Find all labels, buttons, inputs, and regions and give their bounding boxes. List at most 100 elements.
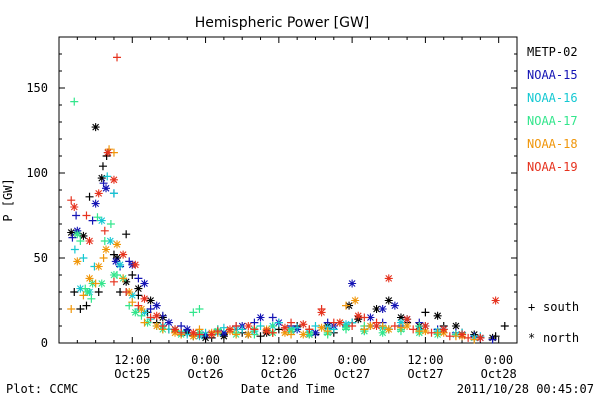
north-point [280,328,289,337]
north-point [91,123,100,132]
x-axis-label: Date and Time [241,382,335,396]
north-point [378,305,387,313]
x-tick-date-label: Oct27 [407,367,443,381]
north-point [164,318,173,327]
north-point [384,325,393,334]
x-tick-time-label: 0:00 [191,353,220,367]
south-point [232,322,241,330]
south-point [67,196,76,205]
north-point [137,305,146,313]
south-point [67,305,76,313]
south-point [82,211,91,220]
south-point [70,288,79,296]
south-point [256,332,265,341]
north-point [458,330,467,339]
south-point [103,172,112,181]
south-point [177,328,186,337]
plot-frame [58,36,518,344]
north-point [70,203,79,211]
north-point [366,313,375,322]
x-axis-ticks: 12:00Oct250:00Oct2612:00Oct260:00Oct2712… [76,37,517,381]
north-point [102,184,111,193]
north-point [451,322,460,330]
south-point [360,325,369,334]
south-point [93,213,102,222]
south-point [137,311,146,320]
south-point [109,277,118,286]
south-point [311,322,320,330]
south-point [146,305,155,313]
south-point [213,327,222,336]
north-point [140,279,149,288]
north-point [299,320,308,329]
south-point [128,298,137,307]
north-point [83,288,92,296]
south-point [488,335,497,344]
legend-north-label: north [543,331,579,345]
south-point [348,322,357,330]
x-tick-time-label: 12:00 [261,353,297,367]
north-point [262,327,271,336]
south-point [79,291,88,300]
south-point [427,328,436,337]
south-point [122,230,131,239]
south-point [409,325,418,334]
south-point [256,322,265,330]
legend-north-symbol: * [528,331,535,345]
south-point [323,327,332,336]
north-point [403,315,412,324]
south-point [342,301,351,310]
south-point [100,226,109,235]
south-point [177,322,186,330]
north-point [113,254,122,262]
north-point [421,327,430,336]
x-tick-time-label: 12:00 [407,353,443,367]
north-point [109,271,118,279]
south-point [464,333,473,342]
north-point [73,257,82,266]
south-point [329,325,338,334]
north-point [152,301,161,310]
north-point [183,325,192,334]
y-tick-label: 50 [34,251,48,265]
y-tick-label: 0 [41,336,48,350]
north-point [189,328,198,337]
north-point [354,311,363,320]
south-point [268,313,277,322]
north-point [433,311,442,320]
legend-series-label: METP-02 [527,45,578,59]
south-point [445,332,454,341]
south-point [100,237,109,245]
south-point [119,274,128,283]
south-point [390,322,399,330]
y-tick-label: 150 [26,81,48,95]
north-point [73,230,82,239]
north-point [76,284,85,293]
south-point [87,294,96,303]
north-point [207,330,216,339]
south-point [68,233,77,242]
y-axis-label: P [GW] [1,178,15,221]
legend-series-label: NOAA-19 [527,160,578,174]
south-point [109,189,118,198]
south-point [287,318,296,327]
north-point [67,228,76,237]
south-point [219,323,228,332]
north-point [317,308,326,317]
legend-series-label: NOAA-17 [527,114,578,128]
south-point [195,305,204,313]
x-tick-date-label: Oct27 [334,367,370,381]
north-point [244,330,253,339]
legend-series-label: NOAA-16 [527,91,578,105]
south-point [76,305,85,313]
south-point [113,53,122,62]
south-point [470,335,479,344]
x-tick-time-label: 0:00 [484,353,513,367]
north-point [256,313,265,322]
south-point [189,308,198,317]
south-point [79,254,88,262]
north-point [140,308,149,317]
north-point [152,311,161,320]
south-point [140,318,149,327]
